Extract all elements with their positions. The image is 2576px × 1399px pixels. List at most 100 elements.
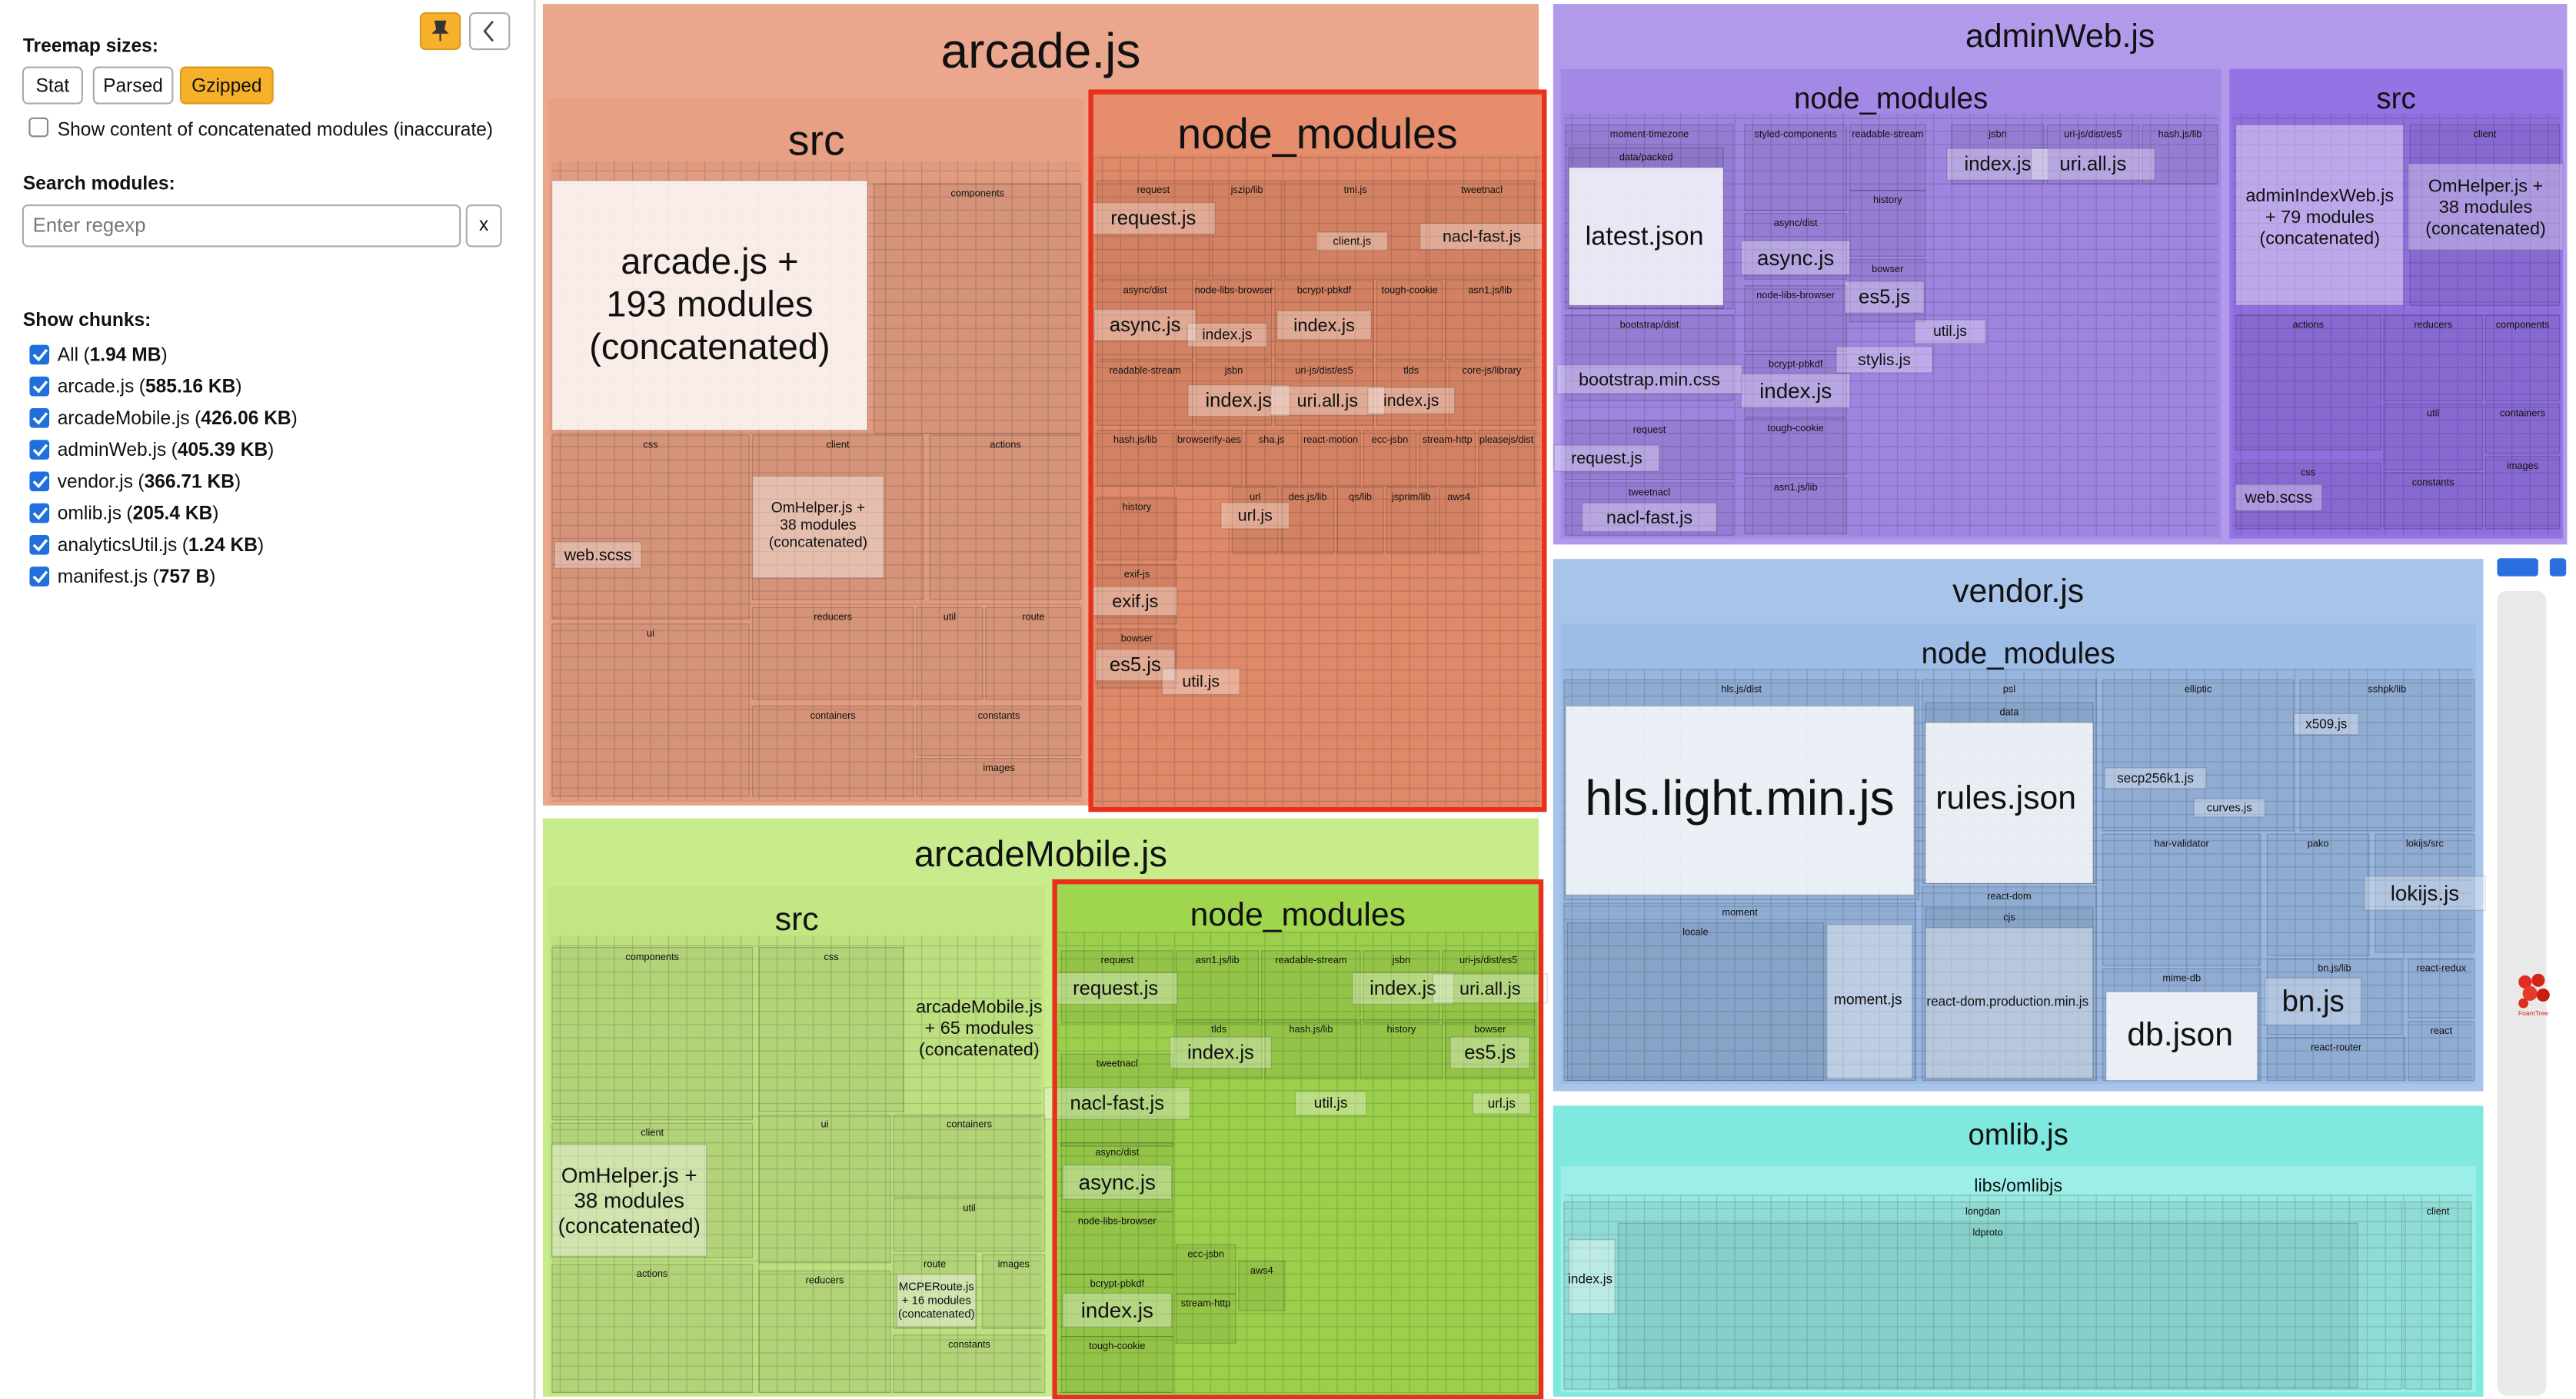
dir-cell[interactable] bbox=[1097, 361, 1193, 426]
dir-cell[interactable] bbox=[2484, 456, 2561, 530]
dir-cell[interactable] bbox=[1097, 430, 1174, 487]
dir-cell[interactable] bbox=[1274, 280, 1374, 361]
module-cell[interactable] bbox=[1276, 310, 1372, 341]
dir-cell[interactable] bbox=[1744, 477, 1848, 534]
module-cell[interactable] bbox=[1740, 240, 1851, 276]
chunk-checkbox[interactable] bbox=[29, 344, 50, 365]
search-input[interactable] bbox=[22, 204, 461, 248]
concat-checkbox[interactable] bbox=[28, 117, 49, 138]
dir-cell[interactable] bbox=[2383, 314, 2483, 401]
module-cell[interactable] bbox=[1093, 308, 1196, 342]
dir-cell[interactable] bbox=[1212, 180, 1283, 280]
module-cell[interactable] bbox=[2408, 163, 2564, 251]
dir-cell[interactable] bbox=[1176, 950, 1260, 1024]
dir-cell[interactable] bbox=[758, 1270, 891, 1394]
dir-cell[interactable] bbox=[1097, 180, 1210, 280]
dir-cell[interactable] bbox=[1097, 497, 1177, 561]
dir-cell[interactable] bbox=[551, 434, 750, 620]
dir-cell[interactable] bbox=[1563, 1201, 2403, 1390]
dir-cell[interactable] bbox=[1176, 430, 1243, 487]
dir-cell[interactable] bbox=[1363, 950, 1440, 1024]
dir-cell[interactable] bbox=[1176, 1293, 1236, 1344]
dir-cell[interactable] bbox=[1231, 487, 1279, 554]
module-cell[interactable] bbox=[751, 475, 885, 579]
dir-cell[interactable] bbox=[916, 758, 1082, 797]
dir-cell[interactable] bbox=[2266, 958, 2403, 1035]
dir-cell[interactable] bbox=[1849, 258, 1926, 323]
dir-cell[interactable] bbox=[1097, 280, 1193, 361]
module-cell[interactable] bbox=[2105, 991, 2258, 1082]
dir-cell[interactable] bbox=[1849, 190, 1926, 257]
dir-cell[interactable] bbox=[1195, 361, 1273, 426]
dir-cell[interactable] bbox=[1244, 430, 1299, 487]
dir-cell[interactable] bbox=[751, 434, 924, 600]
dir-cell[interactable] bbox=[1060, 1274, 1174, 1338]
dir-cell[interactable] bbox=[1429, 180, 1536, 280]
dir-cell[interactable] bbox=[2405, 1201, 2471, 1390]
module-cell[interactable] bbox=[2364, 876, 2486, 911]
dir-cell[interactable] bbox=[2299, 679, 2475, 832]
module-cell[interactable] bbox=[551, 180, 868, 431]
dir-cell[interactable] bbox=[2266, 1037, 2406, 1082]
dir-cell[interactable] bbox=[1925, 907, 2094, 1080]
chunk-checkbox[interactable] bbox=[29, 376, 50, 397]
dir-cell[interactable] bbox=[2235, 314, 2381, 450]
module-cell[interactable] bbox=[1826, 924, 1913, 1080]
dir-cell[interactable] bbox=[893, 1114, 1046, 1198]
dir-cell[interactable] bbox=[985, 606, 1082, 700]
module-cell[interactable] bbox=[1925, 722, 2094, 884]
dir-cell[interactable] bbox=[751, 705, 914, 797]
dir-cell[interactable] bbox=[551, 1122, 754, 1258]
dir-cell[interactable] bbox=[1376, 361, 1446, 426]
chunk-checkbox[interactable] bbox=[29, 408, 50, 428]
dir-cell[interactable] bbox=[1922, 886, 2097, 1082]
module-cell[interactable] bbox=[1449, 1036, 1531, 1069]
module-cell[interactable] bbox=[1472, 1092, 1531, 1115]
module-cell[interactable] bbox=[1553, 444, 1660, 472]
module-cell[interactable] bbox=[1914, 319, 1986, 344]
dir-cell[interactable] bbox=[2409, 124, 2561, 306]
module-cell[interactable] bbox=[2193, 798, 2266, 818]
dir-cell[interactable] bbox=[2375, 833, 2475, 953]
dir-cell[interactable] bbox=[1280, 487, 1335, 554]
module-cell[interactable] bbox=[2235, 484, 2323, 511]
dir-cell[interactable] bbox=[1565, 314, 1734, 401]
module-cell[interactable] bbox=[1568, 167, 1724, 306]
dir-cell[interactable] bbox=[551, 1264, 754, 1394]
module-cell[interactable] bbox=[1565, 705, 1915, 896]
dir-cell[interactable] bbox=[2102, 833, 2261, 966]
dir-cell[interactable] bbox=[893, 1198, 1046, 1252]
module-cell[interactable] bbox=[1093, 586, 1178, 616]
dir-cell[interactable] bbox=[1360, 1019, 1443, 1080]
module-cell[interactable] bbox=[1835, 346, 1933, 374]
module-cell[interactable] bbox=[2030, 148, 2155, 181]
dir-cell[interactable] bbox=[1238, 1260, 1286, 1311]
module-cell[interactable] bbox=[1270, 385, 1386, 416]
dir-cell[interactable] bbox=[2142, 124, 2218, 184]
module-cell[interactable] bbox=[1062, 1292, 1173, 1328]
dir-cell[interactable] bbox=[1060, 1142, 1174, 1213]
module-cell[interactable] bbox=[1220, 502, 1290, 530]
chunk-checkbox[interactable] bbox=[29, 567, 50, 587]
dir-cell[interactable] bbox=[2408, 1021, 2475, 1082]
clear-button[interactable] bbox=[465, 204, 502, 248]
chunk-checkbox[interactable] bbox=[29, 503, 50, 523]
dir-cell[interactable] bbox=[551, 623, 750, 797]
dir-cell[interactable] bbox=[2408, 958, 2475, 1019]
dir-cell[interactable] bbox=[1264, 1019, 1358, 1080]
chunk-checkbox[interactable] bbox=[29, 440, 50, 460]
dir-cell[interactable] bbox=[1744, 354, 1848, 418]
dir-cell[interactable] bbox=[2266, 833, 2370, 956]
chunk-checkbox[interactable] bbox=[29, 534, 50, 555]
dir-cell[interactable] bbox=[1448, 361, 1536, 426]
module-cell[interactable] bbox=[1367, 387, 1456, 414]
dir-cell[interactable] bbox=[1744, 285, 1848, 352]
dir-cell[interactable] bbox=[1060, 1211, 1174, 1275]
dir-cell[interactable] bbox=[2046, 124, 2140, 184]
dir-cell[interactable] bbox=[2484, 403, 2561, 454]
dir-cell[interactable] bbox=[758, 1114, 891, 1264]
dir-cell[interactable] bbox=[981, 1254, 1046, 1329]
dir-cell[interactable] bbox=[2383, 403, 2483, 470]
dir-cell[interactable] bbox=[758, 946, 904, 1112]
module-cell[interactable] bbox=[1581, 502, 1718, 533]
